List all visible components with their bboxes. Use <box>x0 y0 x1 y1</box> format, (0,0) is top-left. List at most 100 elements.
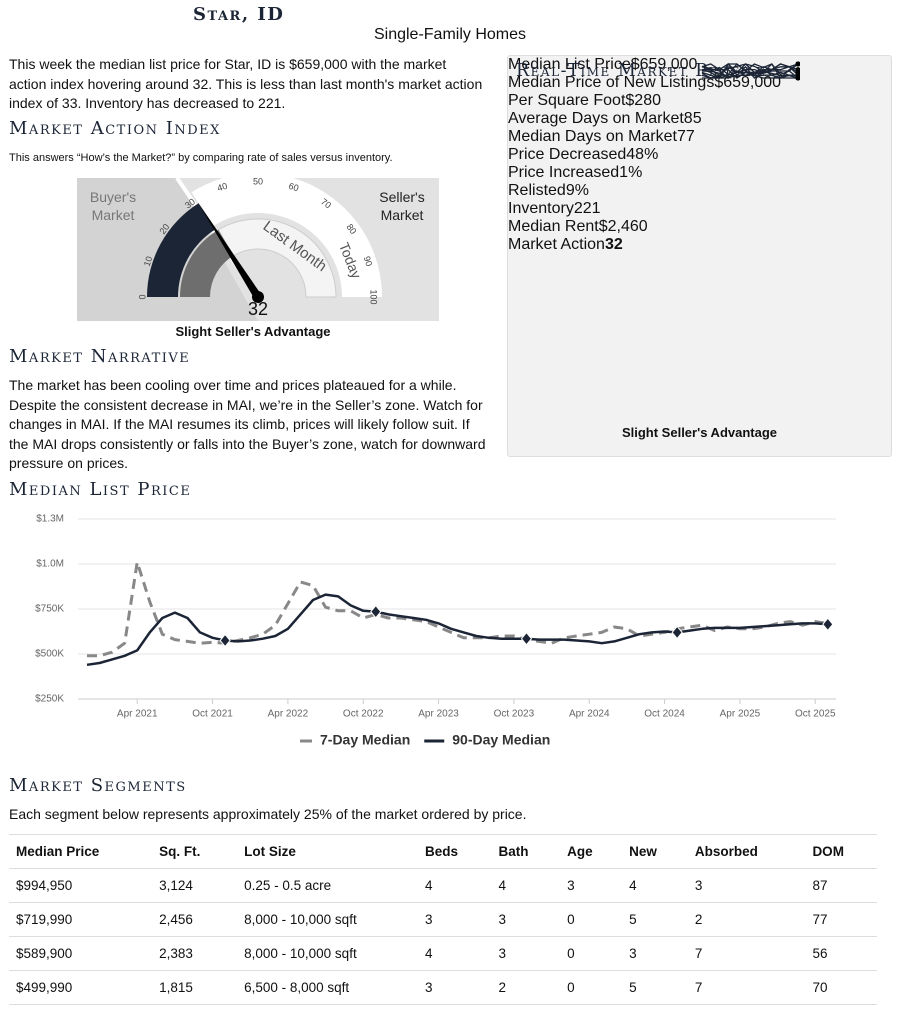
sparkline-end <box>795 61 800 67</box>
table-cell: 3 <box>418 902 492 937</box>
column-header: Median Price <box>9 834 153 869</box>
table-cell: 77 <box>805 902 877 937</box>
row-label: Median Price of New Listings <box>508 74 715 91</box>
gauge-tick-label: 20 <box>157 222 171 236</box>
year-marker <box>822 617 834 632</box>
table-cell: 2,456 <box>152 902 238 937</box>
table-cell: $719,990 <box>9 902 153 937</box>
table-cell: 3 <box>622 936 688 971</box>
sparkline-line <box>702 63 799 79</box>
column-header: Age <box>560 834 623 869</box>
sparkline <box>702 63 800 81</box>
table-cell: 5 <box>622 902 688 937</box>
row-label: Median Days on Market <box>508 128 677 145</box>
row-label: Inventory <box>508 200 574 217</box>
sparkline-end <box>795 75 800 81</box>
sparkline-line <box>701 63 799 79</box>
header-row: Median Price Sq. Ft. Lot Size Beds Bath Age Ne… <box>9 834 877 869</box>
table-cell: 8,000 - 10,000 sqft <box>237 902 419 937</box>
gauge-tick-label: 50 <box>253 176 263 186</box>
page-subtitle: Single-Family Homes <box>373 26 527 43</box>
series-line <box>86 593 828 667</box>
series-line <box>87 560 829 658</box>
profile-row: Market Action32 <box>508 63 891 254</box>
x-tick-label: Oct 2021 <box>192 709 233 720</box>
column-header: Beds <box>418 834 492 869</box>
seller-label: Seller's Market <box>379 189 425 223</box>
gauge-tick-label: 90 <box>362 255 375 268</box>
column-header: Sq. Ft. <box>152 834 238 869</box>
table-cell: 3 <box>491 936 561 971</box>
row-value: 85 <box>683 110 702 127</box>
gauge-tick-label: 0 <box>137 294 147 299</box>
market-profile: Real-Time Market Profile Slight Seller's… <box>507 55 892 457</box>
table-cell: $994,950 <box>9 868 153 903</box>
x-tick-label: Apr 2025 <box>720 709 761 720</box>
row-value: $2,460 <box>598 218 648 235</box>
column-header: Lot Size <box>237 834 419 869</box>
table-cell: $499,990 <box>9 970 153 1005</box>
row-label: Median Rent <box>508 218 599 235</box>
table-cell: 7 <box>687 936 806 971</box>
table-cell: 0 <box>560 936 623 971</box>
row-value: $659,000 <box>630 56 698 73</box>
buyer-label: Buyer's Market <box>89 189 137 223</box>
row-label: Per Square Foot <box>508 92 626 109</box>
row-label: Price Increased <box>508 164 620 181</box>
y-tick-label: $1.0M <box>36 559 64 570</box>
narrative-text: The market has been cooling over time an… <box>9 377 486 471</box>
profile-row: Relisted9% <box>508 63 891 200</box>
year-marker <box>219 633 231 648</box>
table-cell: 8,000 - 10,000 sqft <box>237 936 419 971</box>
sparkline-line <box>702 63 799 79</box>
column-header: DOM <box>805 834 877 869</box>
today-track <box>191 173 382 297</box>
x-tick-label: Apr 2021 <box>117 709 158 720</box>
table-cell: 2,383 <box>152 936 238 971</box>
table-cell: 70 <box>805 970 877 1005</box>
table-row: $589,900 2,383 8,000 - 10,000 sqft 4 3 0 3 7 56 <box>9 936 877 971</box>
gauge-caption: Slight Seller's Advantage <box>175 324 331 339</box>
profile-row: Price Decreased48% <box>508 63 891 164</box>
y-tick-label: $750K <box>35 604 64 615</box>
gauge: 0 10 20 30 40 50 60 70 80 90 100 Last Month Today 32 … <box>77 173 439 321</box>
row-label: Market Action <box>508 236 605 253</box>
profile-footer: Slight Seller's Advantage <box>621 425 778 440</box>
chart-title: Median List Price <box>9 479 192 500</box>
table-row: $719,990 2,456 8,000 - 10,000 sqft 3 3 0 5 2 77 <box>9 902 877 937</box>
table-cell: 4 <box>491 868 561 903</box>
line-chart: $250K $500K $750K $1.0M $1.3M Apr 2021 Oct 202… <box>35 514 836 748</box>
column-header: New <box>622 834 688 869</box>
gauge-tick-label: 30 <box>183 196 197 210</box>
table-row: $499,990 1,815 6,500 - 8,000 sqft 3 2 0 5 7 70 <box>9 970 877 1005</box>
profile-row: Per Square Foot$280 <box>508 63 891 110</box>
row-value: 48% <box>626 146 659 163</box>
x-tick-label: Apr 2022 <box>268 709 309 720</box>
table-cell: 0 <box>560 902 623 937</box>
column-header: Absorbed <box>687 834 806 869</box>
table-cell: 5 <box>622 970 688 1005</box>
x-tick-label: Oct 2025 <box>795 709 836 720</box>
description: Each segment below represents approximat… <box>9 806 527 822</box>
gauge-tick-label: 60 <box>287 181 300 194</box>
year-marker <box>671 625 683 640</box>
table-cell: 3 <box>687 868 806 903</box>
legend-label: 90-Day Median <box>452 732 550 748</box>
y-tick-label: $1.3M <box>36 514 64 525</box>
table-cell: 0.25 - 0.5 acre <box>237 868 419 903</box>
table-cell: 2 <box>687 902 806 937</box>
description: This answers “How’s the Market?” by comp… <box>9 152 393 164</box>
gauge-needle <box>197 202 262 300</box>
profile-row: Inventory221 <box>508 63 891 218</box>
x-tick-label: Oct 2022 <box>343 709 384 720</box>
today-band <box>147 203 216 297</box>
table-cell: 0 <box>560 970 623 1005</box>
row-value: 9% <box>565 182 589 199</box>
legend-label: 7-Day Median <box>320 732 410 748</box>
table-cell: $589,900 <box>9 936 153 971</box>
profile-row: Median List Price$659,000 <box>508 56 891 81</box>
row-label: Relisted <box>508 182 566 199</box>
year-marker <box>520 631 533 646</box>
year-marker <box>370 604 382 619</box>
